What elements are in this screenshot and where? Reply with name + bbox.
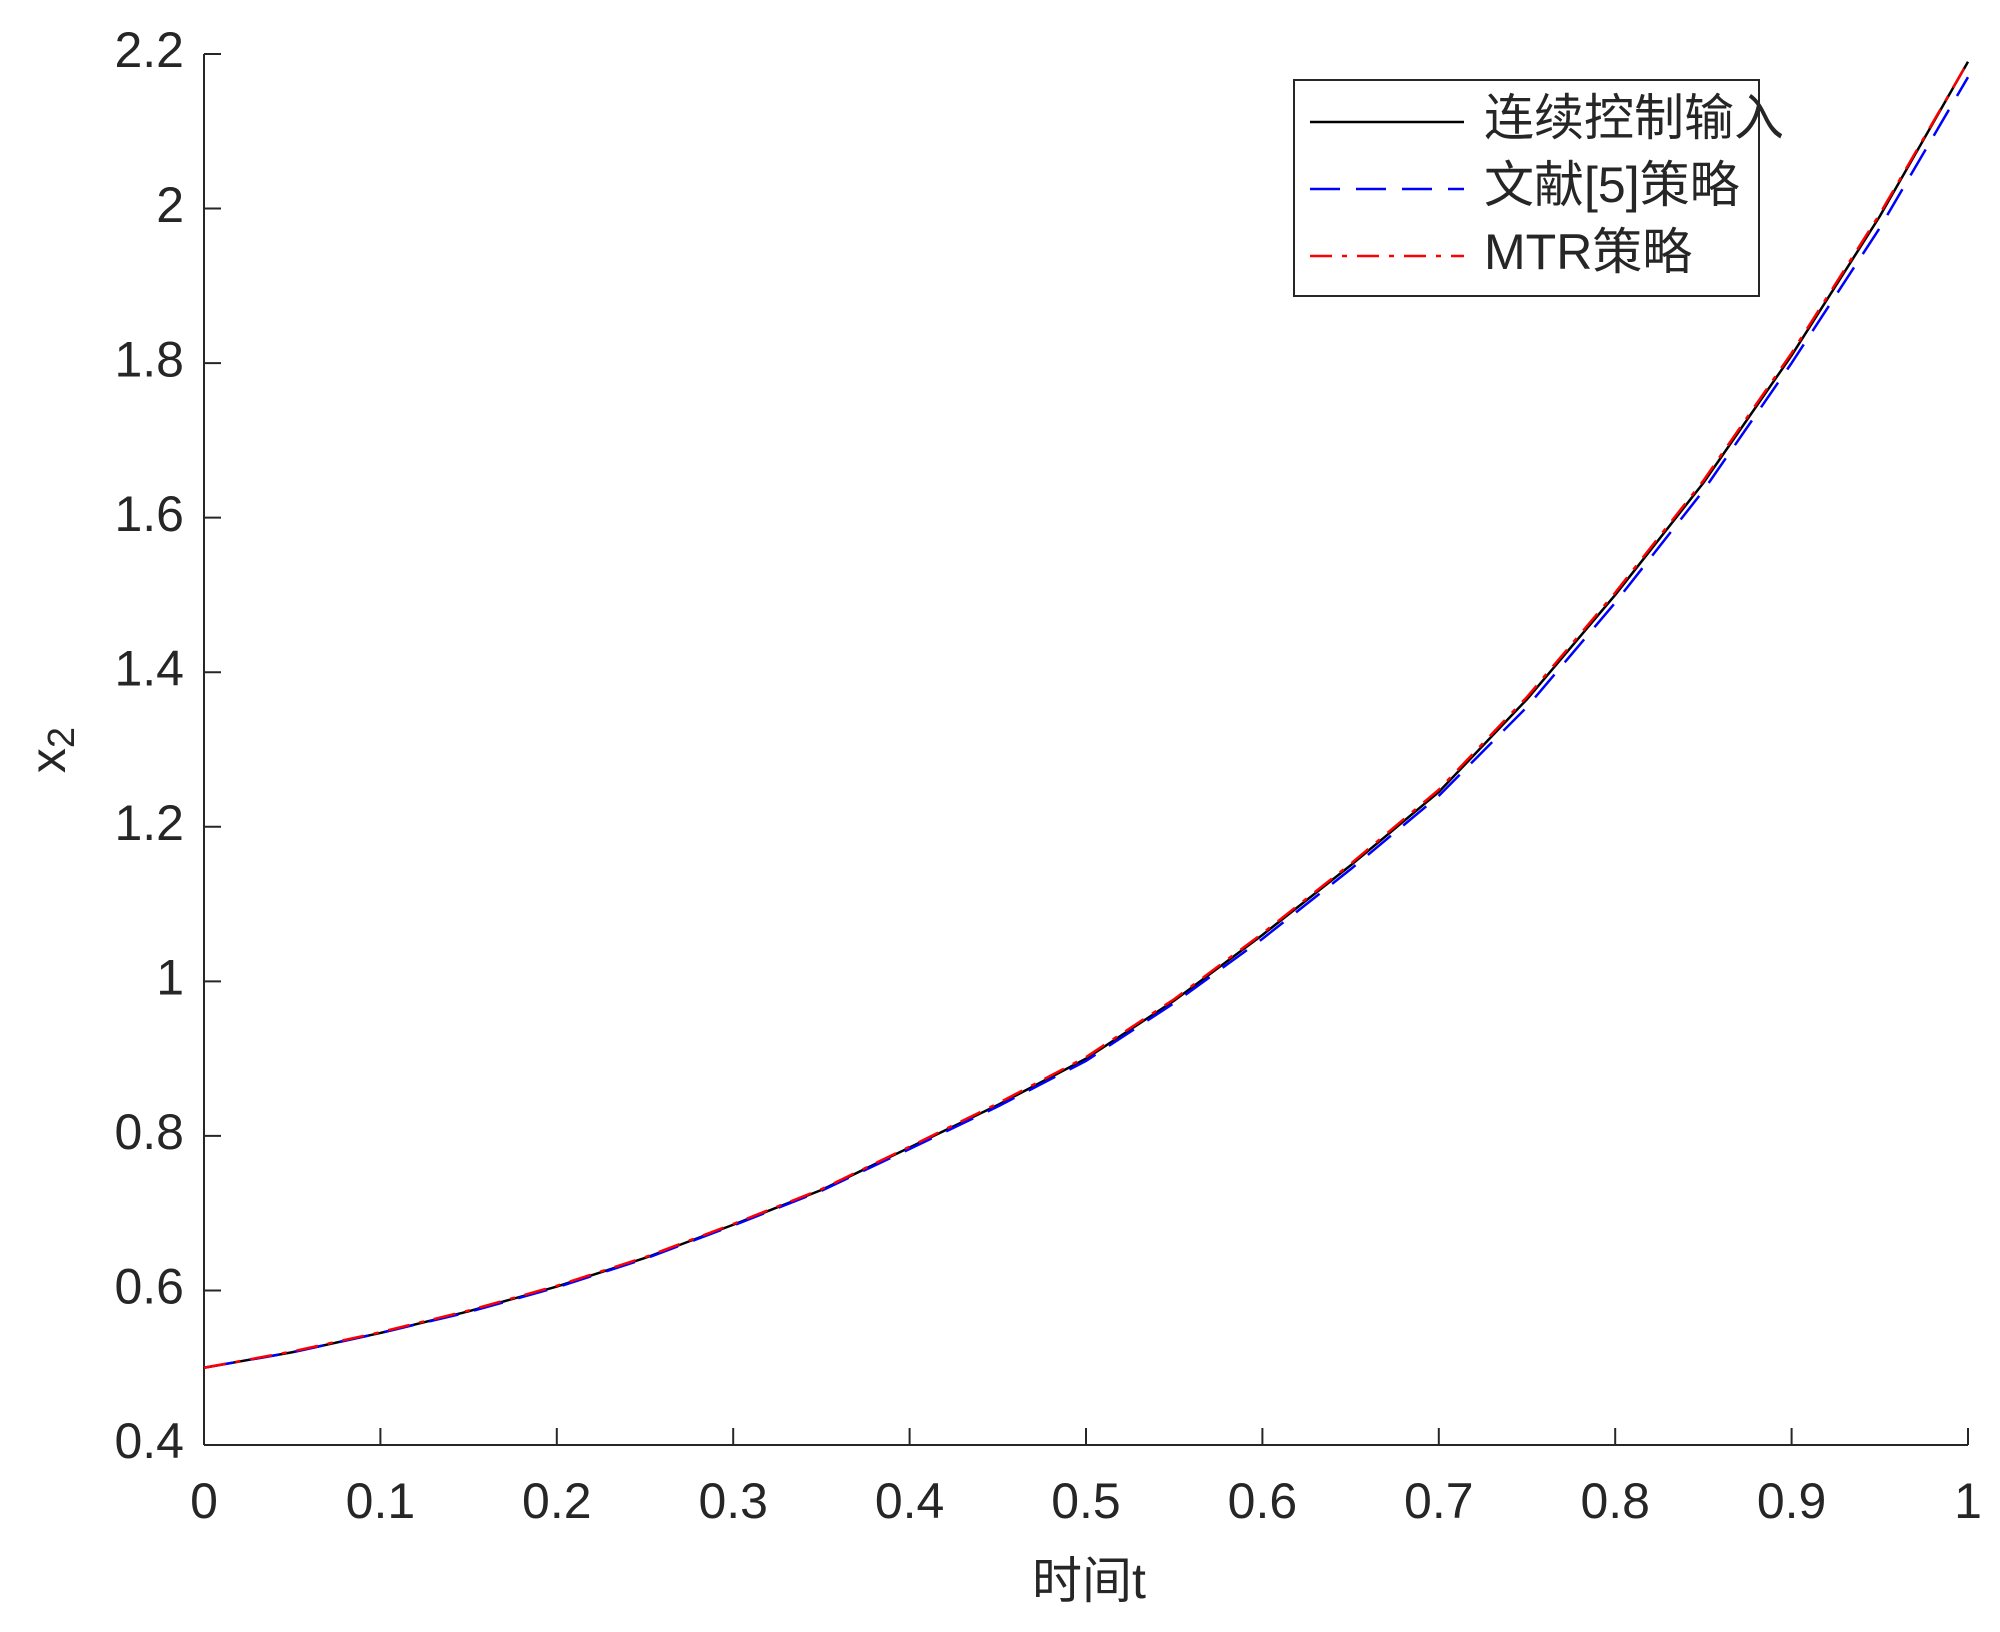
y-tick-label: 1.6 [114, 486, 184, 542]
x-tick-label: 0.8 [1580, 1473, 1650, 1529]
y-tick-label: 1 [156, 950, 184, 1006]
x-tick-label: 0.3 [698, 1473, 768, 1529]
x-tick-label: 0.7 [1404, 1473, 1474, 1529]
y-axis-label: x2 [20, 727, 83, 773]
x-tick-label: 0.9 [1757, 1473, 1827, 1529]
legend-label: MTR策略 [1484, 224, 1692, 280]
x-tick-label: 0.4 [875, 1473, 945, 1529]
legend-label: 文献[5]策略 [1484, 157, 1740, 213]
y-tick-label: 0.6 [114, 1259, 184, 1315]
y-axis-label-subscript: 2 [41, 727, 83, 748]
series-line [203, 76, 1970, 1369]
series-line [203, 61, 1970, 1369]
x-tick-label: 0.1 [346, 1473, 416, 1529]
y-tick-label: 0.8 [114, 1104, 184, 1160]
y-tick-label: 2.2 [114, 22, 184, 78]
y-tick-label: 2 [156, 177, 184, 233]
y-tick-label: 1.8 [114, 331, 184, 387]
x-axis-label: 时间t [1032, 1553, 1146, 1609]
x-tick-label: 1 [1954, 1473, 1982, 1529]
y-axis-label-main: x [20, 748, 76, 773]
x-tick-label: 0 [190, 1473, 218, 1529]
x-tick-label: 0.6 [1228, 1473, 1298, 1529]
y-tick-label: 1.4 [114, 640, 184, 696]
y-tick-label: 0.4 [114, 1413, 184, 1469]
legend-label: 连续控制输入 [1484, 90, 1784, 146]
x-tick-label: 0.2 [522, 1473, 592, 1529]
y-tick-label: 1.2 [114, 795, 184, 851]
x-tick-label: 0.5 [1051, 1473, 1121, 1529]
